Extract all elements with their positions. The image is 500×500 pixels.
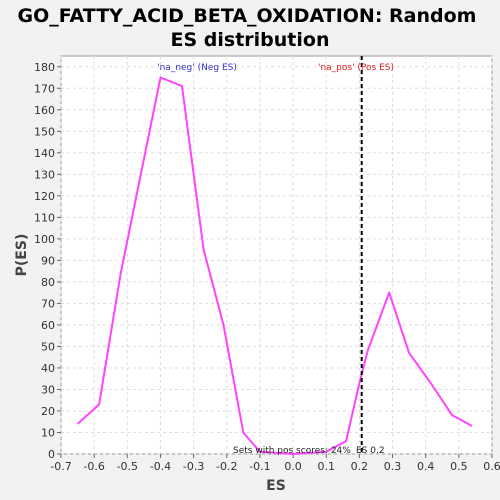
y-tick-label: 30 xyxy=(41,383,55,396)
y-tick-label: 50 xyxy=(41,340,55,353)
y-tick-label: 150 xyxy=(34,125,55,138)
x-tick-label: -0.7 xyxy=(50,460,71,473)
y-tick-label: 140 xyxy=(34,147,55,160)
y-tick-label: 40 xyxy=(41,362,55,375)
pos-es-label: 'na_pos' (Pos ES) xyxy=(318,63,394,73)
y-tick-label: 120 xyxy=(34,190,55,203)
x-tick-label: -0.6 xyxy=(83,460,104,473)
chart-title-line1: GO_FATTY_ACID_BETA_OXIDATION: Random xyxy=(18,5,477,27)
y-axis-label: P(ES) xyxy=(14,234,30,277)
x-axis-label: ES xyxy=(266,478,286,494)
y-tick-label: 100 xyxy=(34,233,55,246)
pos-scores-label: Sets with pos scores: 24% xyxy=(233,446,351,456)
y-tick-label: 110 xyxy=(34,211,55,224)
y-tick-label: 180 xyxy=(34,61,55,74)
x-tick-label: -0.1 xyxy=(249,460,270,473)
plot-area xyxy=(60,55,493,455)
x-tick-label: 0.0 xyxy=(284,460,302,473)
x-tick-label: -0.2 xyxy=(216,460,237,473)
y-tick-label: 70 xyxy=(41,297,55,310)
x-tick-label: -0.4 xyxy=(150,460,171,473)
y-tick-label: 160 xyxy=(34,104,55,117)
x-tick-label: 0.4 xyxy=(417,460,435,473)
series-line xyxy=(76,76,473,455)
es-value-label: ES 0.2 xyxy=(356,446,385,456)
axis-ticks: -0.7 -0.6 -0.5 -0.4 -0.3 -0.2 -0.1 0.0 0.1 0.2 0.3… xyxy=(34,61,500,473)
x-tick-label: 0.6 xyxy=(483,460,500,473)
chart-title-line2: ES distribution xyxy=(171,29,330,51)
x-tick-label: 0.3 xyxy=(384,460,402,473)
y-tick-label: 20 xyxy=(41,405,55,418)
x-tick-label: 0.2 xyxy=(351,460,369,473)
neg-es-label: 'na_neg' (Neg ES) xyxy=(157,63,237,73)
x-tick-label: 0.1 xyxy=(317,460,335,473)
y-tick-label: 0 xyxy=(48,448,55,461)
y-tick-label: 90 xyxy=(41,254,55,267)
y-tick-label: 10 xyxy=(41,426,55,439)
y-tick-label: 60 xyxy=(41,319,55,332)
y-tick-label: 170 xyxy=(34,82,55,95)
y-tick-label: 80 xyxy=(41,276,55,289)
y-tick-label: 130 xyxy=(34,168,55,181)
series-layer xyxy=(76,76,473,455)
x-tick-label: 0.5 xyxy=(450,460,468,473)
x-tick-label: -0.5 xyxy=(117,460,138,473)
grid xyxy=(60,56,493,455)
x-tick-label: -0.3 xyxy=(183,460,204,473)
